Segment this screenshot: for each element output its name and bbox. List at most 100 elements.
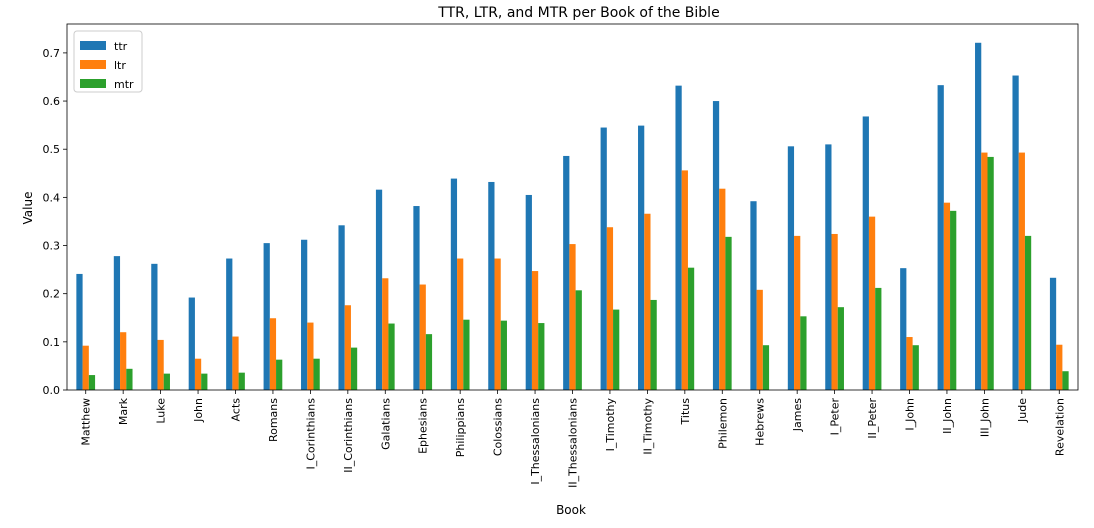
x-tick-label: Colossians bbox=[492, 398, 505, 456]
bar-ttr-Titus bbox=[675, 85, 682, 390]
x-tick-label: Mark bbox=[117, 397, 130, 425]
bar-mtr-John bbox=[201, 373, 208, 390]
bar-ttr-II_Corinthians bbox=[338, 225, 345, 390]
x-tick-label: Ephesians bbox=[417, 398, 430, 454]
bar-ltr-I_Thessalonians bbox=[531, 271, 539, 390]
bar-mtr-II_Corinthians bbox=[350, 347, 358, 390]
bar-ttr-Colossians bbox=[488, 181, 495, 390]
bar-ttr-James bbox=[787, 146, 795, 390]
x-tick-label: Luke bbox=[155, 398, 168, 424]
legend-swatch-mtr bbox=[80, 79, 106, 88]
bar-ttr-Ephesians bbox=[413, 206, 420, 390]
bar-mtr-Titus bbox=[687, 267, 695, 390]
bar-ltr-II_Peter bbox=[868, 216, 876, 390]
bar-ttr-III_John bbox=[975, 42, 982, 390]
bar-ltr-Luke bbox=[157, 339, 164, 390]
bar-mtr-II_Peter bbox=[875, 287, 882, 390]
x-tick-label: Jude bbox=[1016, 398, 1029, 423]
bar-mtr-Philippians bbox=[463, 319, 470, 390]
bar-ltr-I_Peter bbox=[831, 233, 838, 390]
bar-ttr-Romans bbox=[263, 243, 270, 390]
bar-mtr-Jude bbox=[1024, 235, 1032, 390]
bar-ltr-I_Timothy bbox=[606, 227, 614, 390]
y-tick-label: 0.2 bbox=[43, 288, 61, 301]
bar-ltr-III_John bbox=[981, 152, 988, 390]
bar-mtr-Acts bbox=[238, 372, 245, 390]
x-tick-label: John bbox=[192, 398, 205, 423]
bar-ttr-I_Thessalonians bbox=[525, 194, 532, 390]
plot-area: 0.0 0.1 0.2 0.3 0.4 0.5 0.6 0.7 Matthew Mark Luke J… bbox=[43, 23, 1079, 488]
bar-ltr-II_Timothy bbox=[644, 213, 651, 390]
bar-ltr-Philippians bbox=[457, 258, 464, 390]
bar-ttr-Acts bbox=[226, 258, 233, 390]
bar-ltr-Mark bbox=[120, 332, 127, 390]
x-tick-label: II_Peter bbox=[866, 398, 879, 439]
bar-mtr-II_John bbox=[950, 210, 957, 390]
x-tick-label: Hebrews bbox=[754, 398, 767, 446]
bar-ltr-Hebrews bbox=[756, 289, 763, 390]
bar-mtr-Luke bbox=[163, 373, 170, 390]
bar-mtr-James bbox=[800, 316, 807, 390]
chart-title: TTR, LTR, and MTR per Book of the Bible bbox=[437, 5, 719, 21]
y-tick-label: 0.5 bbox=[43, 143, 61, 156]
x-tick-label: I_John bbox=[904, 398, 917, 431]
bar-ltr-Titus bbox=[681, 170, 688, 390]
bar-ttr-I_Timothy bbox=[600, 127, 607, 390]
bar-mtr-Mark bbox=[126, 368, 133, 390]
bar-ttr-I_John bbox=[900, 268, 907, 390]
legend-swatch-ltr bbox=[80, 60, 106, 69]
bar-ttr-I_Corinthians bbox=[301, 239, 308, 390]
bar-ttr-II_Timothy bbox=[638, 125, 645, 391]
x-tick-label: Romans bbox=[267, 398, 280, 442]
x-tick-label: II_Corinthians bbox=[342, 398, 355, 473]
bar-mtr-I_Peter bbox=[837, 307, 844, 390]
bar-ltr-Acts bbox=[232, 336, 239, 390]
bar-mtr-I_John bbox=[912, 345, 919, 390]
bar-mtr-Philemon bbox=[725, 236, 732, 390]
bar-mtr-Hebrews bbox=[762, 345, 770, 390]
x-tick-label: II_Timothy bbox=[641, 398, 654, 455]
bar-ttr-Matthew bbox=[76, 273, 83, 390]
x-axis-label: Book bbox=[556, 503, 586, 517]
y-tick-label: 0.3 bbox=[43, 240, 61, 253]
bar-mtr-Ephesians bbox=[425, 334, 433, 390]
bar-mtr-Revelation bbox=[1062, 371, 1069, 390]
bar-ttr-Philippians bbox=[450, 178, 458, 390]
bar-ttr-John bbox=[188, 297, 195, 390]
y-tick-label: 0.7 bbox=[43, 47, 61, 60]
x-tick-label: I_Timothy bbox=[604, 398, 617, 452]
bar-ltr-James bbox=[794, 235, 801, 390]
bar-ttr-Mark bbox=[113, 256, 121, 390]
bar-ltr-Revelation bbox=[1056, 344, 1063, 390]
x-tick-label: I_Thessalonians bbox=[529, 398, 542, 485]
x-tick-label: I_Corinthians bbox=[304, 398, 317, 470]
bar-ltr-Jude bbox=[1018, 152, 1025, 390]
x-tick-label: III_John bbox=[978, 398, 991, 437]
bar-ttr-II_Peter bbox=[862, 116, 869, 391]
bar-mtr-II_Thessalonians bbox=[575, 290, 582, 390]
legend-label-ttr: ttr bbox=[114, 40, 128, 53]
bar-ttr-Jude bbox=[1012, 75, 1019, 390]
bar-mtr-I_Thessalonians bbox=[538, 323, 545, 390]
bar-ttr-Revelation bbox=[1049, 277, 1057, 390]
bar-ttr-II_Thessalonians bbox=[563, 155, 570, 390]
bar-mtr-Matthew bbox=[88, 375, 96, 390]
y-tick-label: 0.6 bbox=[43, 95, 61, 108]
bar-ltr-II_Thessalonians bbox=[569, 244, 576, 390]
legend: ttr ltr mtr bbox=[73, 30, 143, 93]
bar-ltr-Romans bbox=[269, 318, 277, 390]
bar-ltr-Matthew bbox=[82, 345, 89, 390]
x-tick-label: II_John bbox=[941, 398, 954, 434]
bar-ltr-I_John bbox=[906, 337, 913, 390]
x-tick-label: James bbox=[791, 398, 804, 432]
bar-mtr-I_Corinthians bbox=[313, 358, 320, 390]
x-tick-label: Matthew bbox=[80, 398, 93, 446]
bar-ltr-I_Corinthians bbox=[307, 322, 314, 390]
x-tick-label: Revelation bbox=[1053, 398, 1066, 456]
y-tick-label: 0.4 bbox=[43, 191, 61, 204]
x-tick-label: Philippians bbox=[454, 398, 467, 458]
x-tick-label: Acts bbox=[230, 398, 243, 422]
bar-ltr-Galatians bbox=[382, 278, 389, 390]
bar-mtr-III_John bbox=[987, 156, 994, 390]
